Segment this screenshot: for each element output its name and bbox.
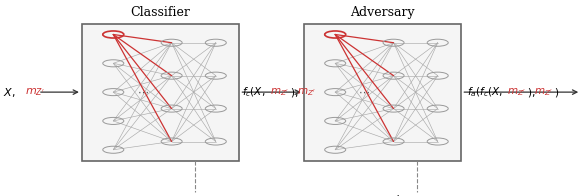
Text: $m_{Z^\prime}$: $m_{Z^\prime}$ — [297, 86, 316, 98]
Text: $m_{Z^\prime}$: $m_{Z^\prime}$ — [534, 86, 552, 98]
Text: $),$: $),$ — [290, 86, 298, 99]
Bar — [82, 24, 239, 161]
Text: Adversary: Adversary — [350, 6, 415, 19]
Text: $f_c(X,$: $f_c(X,$ — [242, 85, 266, 99]
Text: $\cdots$: $\cdots$ — [359, 87, 370, 97]
Text: $),$: $),$ — [527, 86, 535, 99]
Text: $)$: $)$ — [554, 86, 559, 99]
Text: $f_a(f_c(X,$: $f_a(f_c(X,$ — [467, 85, 503, 99]
Bar — [304, 24, 461, 161]
Text: $m_{Z^\prime}$: $m_{Z^\prime}$ — [507, 86, 526, 98]
Text: Classifier: Classifier — [131, 6, 190, 19]
Text: $L_{classification}$: $L_{classification}$ — [168, 194, 223, 196]
Text: $m_{Z^\prime}$: $m_{Z^\prime}$ — [25, 86, 45, 98]
Text: $X,$: $X,$ — [3, 86, 15, 99]
Text: $L_{adversary}$: $L_{adversary}$ — [395, 194, 439, 196]
Text: $\cdots$: $\cdots$ — [137, 87, 148, 97]
Text: $m_{Z^\prime}$: $m_{Z^\prime}$ — [270, 86, 289, 98]
